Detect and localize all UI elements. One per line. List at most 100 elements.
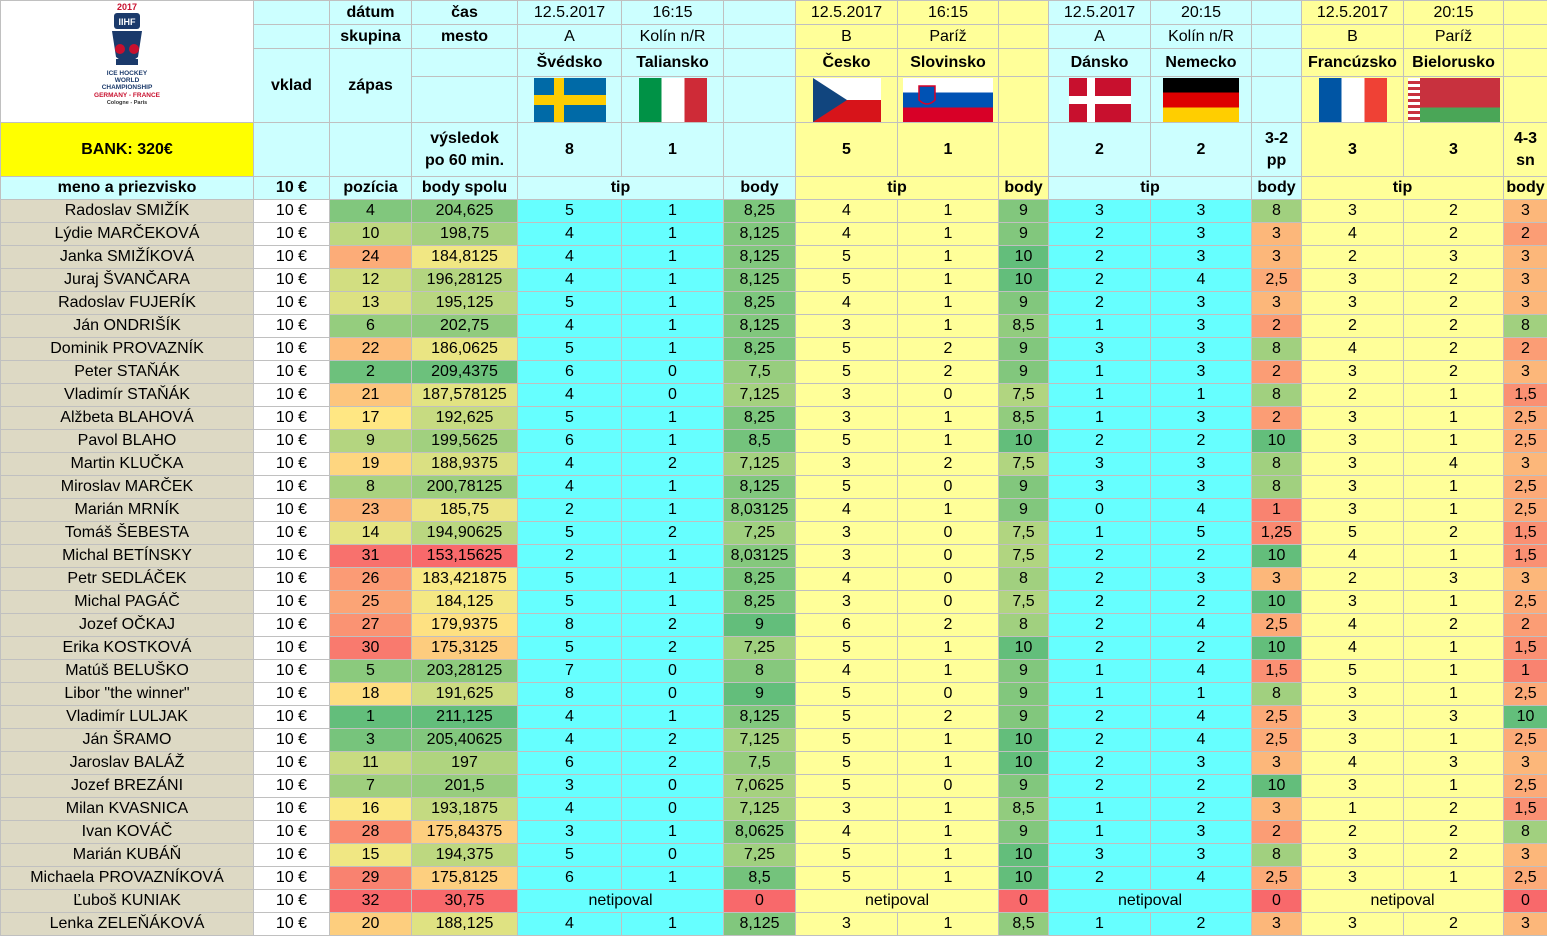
player-position[interactable]: 5 [329,659,412,683]
player-position[interactable]: 28 [329,820,412,844]
player-tip-away[interactable]: 2 [1150,774,1252,798]
player-total[interactable]: 175,84375 [411,820,518,844]
player-position[interactable]: 11 [329,751,412,775]
player-tip-away[interactable]: 2 [897,337,999,361]
player-points[interactable]: 10 [998,245,1049,269]
player-tip-away[interactable]: 3 [1150,314,1252,338]
player-tip-home[interactable]: 5 [795,245,898,269]
player-tip-away[interactable]: 1 [1403,383,1504,407]
player-tip-home[interactable]: 3 [1301,866,1404,890]
player-tip-home[interactable]: 3 [795,383,898,407]
player-tip-away[interactable]: 1 [621,567,724,591]
player-total[interactable]: 191,625 [411,682,518,706]
player-position[interactable]: 12 [329,268,412,292]
player-tip-home[interactable]: 4 [517,475,622,499]
player-tip-home[interactable]: 5 [517,843,622,867]
player-tip-home[interactable]: 5 [795,429,898,453]
player-total[interactable]: 187,578125 [411,383,518,407]
player-points[interactable]: 0 [998,889,1049,913]
player-total[interactable]: 209,4375 [411,360,518,384]
player-tip-home[interactable]: 4 [795,199,898,223]
player-no-tip[interactable]: netipoval [517,889,724,913]
player-tip-away[interactable]: 1 [621,222,724,246]
player-points[interactable]: 8,25 [723,590,796,614]
player-tip-home[interactable]: 2 [1301,567,1404,591]
player-points[interactable]: 7,25 [723,636,796,660]
player-tip-home[interactable]: 3 [795,797,898,821]
player-name[interactable]: Matúš BELUŠKO [0,659,254,683]
player-tip-away[interactable]: 1 [897,406,999,430]
player-position[interactable]: 19 [329,452,412,476]
player-points[interactable]: 2,5 [1251,268,1302,292]
player-name[interactable]: Peter STAŇÁK [0,360,254,384]
player-tip-home[interactable]: 3 [1301,475,1404,499]
player-name[interactable]: Radoslav FUJERÍK [0,291,254,315]
player-tip-home[interactable]: 3 [1301,912,1404,936]
player-tip-home[interactable]: 5 [795,475,898,499]
player-vklad[interactable]: 10 € [253,866,330,890]
player-tip-home[interactable]: 4 [517,452,622,476]
player-tip-home[interactable]: 3 [1048,337,1151,361]
player-points[interactable]: 8,125 [723,245,796,269]
player-total[interactable]: 198,75 [411,222,518,246]
player-points[interactable]: 8,03125 [723,544,796,568]
player-points[interactable]: 7,125 [723,383,796,407]
player-points[interactable]: 2,5 [1251,728,1302,752]
player-position[interactable]: 18 [329,682,412,706]
player-tip-away[interactable]: 2 [621,613,724,637]
player-total[interactable]: 175,8125 [411,866,518,890]
player-name[interactable]: Ivan KOVÁČ [0,820,254,844]
player-name[interactable]: Dominik PROVAZNÍK [0,337,254,361]
player-tip-home[interactable]: 2 [517,544,622,568]
player-tip-home[interactable]: 4 [517,222,622,246]
player-tip-home[interactable]: 3 [1301,705,1404,729]
player-no-tip[interactable]: netipoval [795,889,999,913]
player-name[interactable]: Lýdie MARČEKOVÁ [0,222,254,246]
player-tip-away[interactable]: 3 [1403,245,1504,269]
player-tip-home[interactable]: 6 [517,360,622,384]
player-vklad[interactable]: 10 € [253,912,330,936]
player-tip-away[interactable]: 1 [897,843,999,867]
player-tip-away[interactable]: 2 [621,728,724,752]
player-position[interactable]: 7 [329,774,412,798]
player-name[interactable]: Pavol BLAHO [0,429,254,453]
player-tip-home[interactable]: 3 [1301,843,1404,867]
player-position[interactable]: 13 [329,291,412,315]
player-tip-home[interactable]: 1 [1048,314,1151,338]
player-points[interactable]: 8,0625 [723,820,796,844]
player-points[interactable]: 9 [998,705,1049,729]
player-name[interactable]: Ján ONDRIŠÍK [0,314,254,338]
player-name[interactable]: Michal PAGÁČ [0,590,254,614]
player-vklad[interactable]: 10 € [253,682,330,706]
player-tip-away[interactable]: 4 [1150,613,1252,637]
player-points[interactable]: 3 [1503,199,1547,223]
player-tip-away[interactable]: 1 [621,590,724,614]
player-tip-home[interactable]: 6 [517,751,622,775]
player-points[interactable]: 7,125 [723,728,796,752]
player-tip-away[interactable]: 2 [1150,590,1252,614]
player-name[interactable]: Jaroslav BALÁŽ [0,751,254,775]
player-tip-away[interactable]: 1 [897,751,999,775]
player-points[interactable]: 10 [1251,544,1302,568]
player-tip-home[interactable]: 3 [1301,360,1404,384]
player-tip-home[interactable]: 4 [517,728,622,752]
player-name[interactable]: Vladimír STAŇÁK [0,383,254,407]
player-points[interactable]: 8,5 [723,866,796,890]
player-position[interactable]: 29 [329,866,412,890]
player-tip-home[interactable]: 4 [517,268,622,292]
player-tip-away[interactable]: 1 [1403,728,1504,752]
player-vklad[interactable]: 10 € [253,314,330,338]
player-tip-away[interactable]: 0 [621,797,724,821]
player-total[interactable]: 199,5625 [411,429,518,453]
player-tip-home[interactable]: 4 [517,314,622,338]
player-tip-home[interactable]: 1 [1048,406,1151,430]
player-points[interactable]: 9 [998,498,1049,522]
player-points[interactable]: 7,5 [723,360,796,384]
player-tip-home[interactable]: 3 [795,544,898,568]
player-tip-home[interactable]: 1 [1048,360,1151,384]
player-total[interactable]: 205,40625 [411,728,518,752]
player-tip-away[interactable]: 0 [897,383,999,407]
player-points[interactable]: 9 [998,222,1049,246]
player-points[interactable]: 2,5 [1503,774,1547,798]
player-position[interactable]: 3 [329,728,412,752]
